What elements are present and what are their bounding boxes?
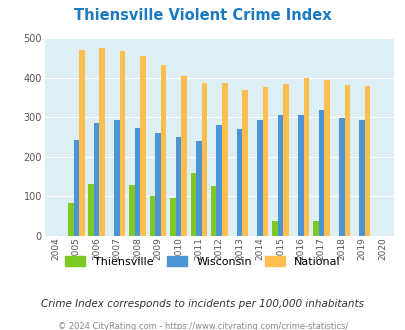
Bar	[201, 83, 207, 236]
Bar	[99, 48, 105, 236]
Bar	[364, 86, 369, 236]
Bar	[272, 221, 277, 236]
Bar	[297, 115, 303, 236]
Bar	[79, 50, 84, 236]
Bar	[237, 129, 242, 236]
Bar	[344, 85, 349, 236]
Bar	[277, 115, 283, 236]
Bar	[283, 84, 288, 236]
Bar	[175, 137, 181, 236]
Bar	[211, 186, 216, 236]
Bar	[257, 120, 262, 236]
Bar	[114, 120, 119, 236]
Bar	[94, 123, 99, 236]
Bar	[88, 184, 94, 236]
Bar	[242, 90, 247, 236]
Bar	[196, 141, 201, 236]
Legend: Thiensville, Wisconsin, National: Thiensville, Wisconsin, National	[65, 256, 340, 267]
Bar	[73, 140, 79, 236]
Bar	[323, 80, 329, 236]
Text: Thiensville Violent Crime Index: Thiensville Violent Crime Index	[74, 8, 331, 23]
Text: © 2024 CityRating.com - https://www.cityrating.com/crime-statistics/: © 2024 CityRating.com - https://www.city…	[58, 322, 347, 330]
Bar	[262, 87, 268, 236]
Bar	[358, 119, 364, 236]
Bar	[222, 83, 227, 236]
Bar	[216, 125, 222, 236]
Bar	[181, 76, 186, 236]
Bar	[312, 221, 318, 236]
Bar	[140, 56, 145, 236]
Bar	[190, 173, 196, 236]
Bar	[338, 117, 344, 236]
Bar	[318, 111, 323, 236]
Bar	[170, 198, 175, 236]
Bar	[119, 51, 125, 236]
Bar	[68, 203, 73, 236]
Bar	[155, 133, 160, 236]
Bar	[303, 78, 309, 236]
Bar	[134, 128, 140, 236]
Bar	[129, 185, 134, 236]
Bar	[149, 196, 155, 236]
Bar	[160, 65, 166, 236]
Text: Crime Index corresponds to incidents per 100,000 inhabitants: Crime Index corresponds to incidents per…	[41, 299, 364, 309]
